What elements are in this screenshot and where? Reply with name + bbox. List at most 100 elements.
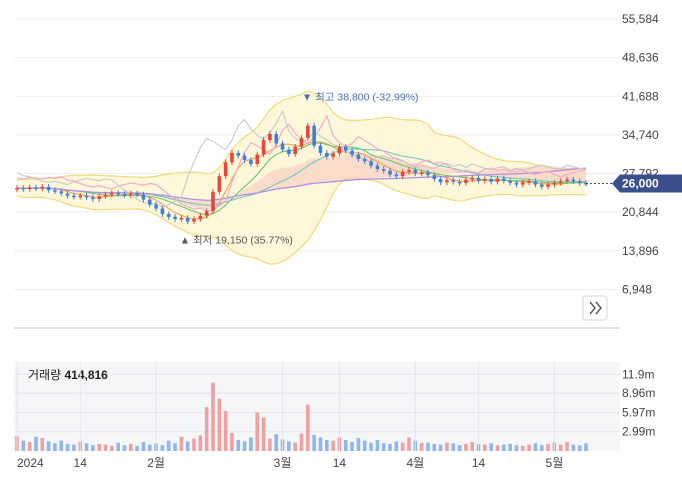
candle-body (533, 181, 538, 185)
volume-bar (394, 441, 399, 451)
volume-bar (369, 442, 373, 451)
candle-body (426, 172, 430, 176)
candle-body (192, 219, 196, 222)
volume-bar (546, 443, 550, 451)
volume-bar (223, 411, 228, 451)
volume-bar (268, 438, 272, 451)
volume-bar (97, 443, 101, 451)
volume-bar (432, 443, 437, 451)
volume-bar (103, 444, 108, 451)
volume-bar (211, 382, 215, 451)
candle-body (122, 194, 127, 196)
volume-bar (198, 435, 203, 451)
volume-bar (217, 398, 222, 451)
time-tick-label: 2024 (17, 456, 44, 470)
candle-body (508, 180, 512, 183)
candle-body (312, 125, 316, 146)
candle-body (242, 155, 247, 161)
candle-body (217, 176, 222, 192)
candle-body (91, 197, 95, 200)
volume-bar (375, 440, 380, 451)
candle-body (432, 175, 437, 180)
volume-bar (571, 444, 576, 451)
low-annotation: ▲ 최저 19,150 (35.77%) (180, 235, 293, 247)
candle-body (388, 170, 392, 175)
volume-bar (407, 437, 411, 451)
volume-bar (438, 444, 443, 451)
candle-body (375, 165, 380, 170)
high-value: 38,800 (337, 91, 369, 103)
candle-body (407, 170, 411, 172)
volume-bar (249, 437, 253, 451)
candle-body (419, 172, 424, 174)
volume-bar (508, 443, 512, 451)
volume-bar (185, 441, 190, 451)
volume-panel: 거래량 414,816 11.9m 8.96m 5.97m 2.99m (14, 362, 655, 451)
candle-body (356, 154, 361, 160)
candle-body (350, 150, 354, 155)
volume-bar (141, 441, 146, 451)
volume-bar (135, 445, 139, 451)
volume-title: 거래량 414,816 (28, 368, 108, 382)
candle-body (502, 178, 506, 181)
volume-bar (129, 443, 133, 451)
volume-bar (343, 440, 348, 451)
time-axis: 2024 14 2월 3월 14 4월 14 5월 (16, 362, 564, 470)
candle-body (110, 192, 114, 195)
candle-body (381, 169, 386, 171)
candle-body (261, 140, 266, 155)
volume-bar (324, 440, 329, 451)
candle-body (53, 190, 57, 192)
volume-bar (160, 445, 165, 451)
candle-body (249, 160, 253, 165)
volume-bar (179, 436, 184, 451)
candle-body (147, 199, 152, 205)
candle-body (324, 152, 329, 157)
volume-bar (451, 443, 456, 451)
volume-bar (331, 440, 335, 451)
candle-body (72, 195, 76, 198)
candle-body (154, 204, 158, 209)
candle-body (331, 153, 335, 157)
candle-body (34, 187, 38, 189)
volume-bar (419, 443, 424, 451)
candle-body (527, 181, 531, 183)
volume-bar (306, 404, 310, 451)
candle-body (27, 187, 32, 190)
volume-bar (53, 443, 57, 451)
volume-bar (539, 445, 544, 451)
candle-body (369, 161, 373, 166)
candle-body (103, 194, 108, 197)
volume-bar (470, 441, 474, 451)
high-annotation: ▼ 최고 38,800 (-32.99%) (302, 91, 419, 103)
candle-body (78, 195, 83, 198)
volume-tick-label: 2.99m (622, 425, 655, 439)
candle-body (337, 146, 342, 154)
candle-body (394, 174, 399, 177)
high-label: 최고 (315, 91, 335, 103)
volume-bar (59, 440, 64, 451)
price-tick-label: 41,688 (622, 89, 659, 103)
volume-bar (502, 444, 506, 451)
candle-body (160, 208, 165, 215)
time-tick-label: 5월 (546, 456, 564, 470)
time-tick-label: 14 (333, 456, 347, 470)
volume-panel-bg (14, 362, 620, 451)
volume-bar (577, 445, 582, 451)
volume-bar (388, 443, 392, 451)
low-marker-icon: ▲ (180, 235, 193, 247)
volume-bar (514, 445, 519, 451)
current-price-value: 26,000 (622, 176, 659, 190)
volume-bar (362, 440, 367, 451)
price-tick-label: 48,636 (622, 51, 659, 65)
low-value: 19,150 (215, 235, 247, 247)
bollinger-lower-line (16, 176, 587, 265)
candle-body (445, 180, 449, 183)
candlesticks (15, 122, 612, 225)
volume-bar (312, 434, 316, 451)
candle-body (84, 195, 89, 198)
volume-bar (122, 445, 127, 451)
price-tick-label: 13,896 (622, 244, 659, 258)
expand-button[interactable] (582, 295, 608, 321)
